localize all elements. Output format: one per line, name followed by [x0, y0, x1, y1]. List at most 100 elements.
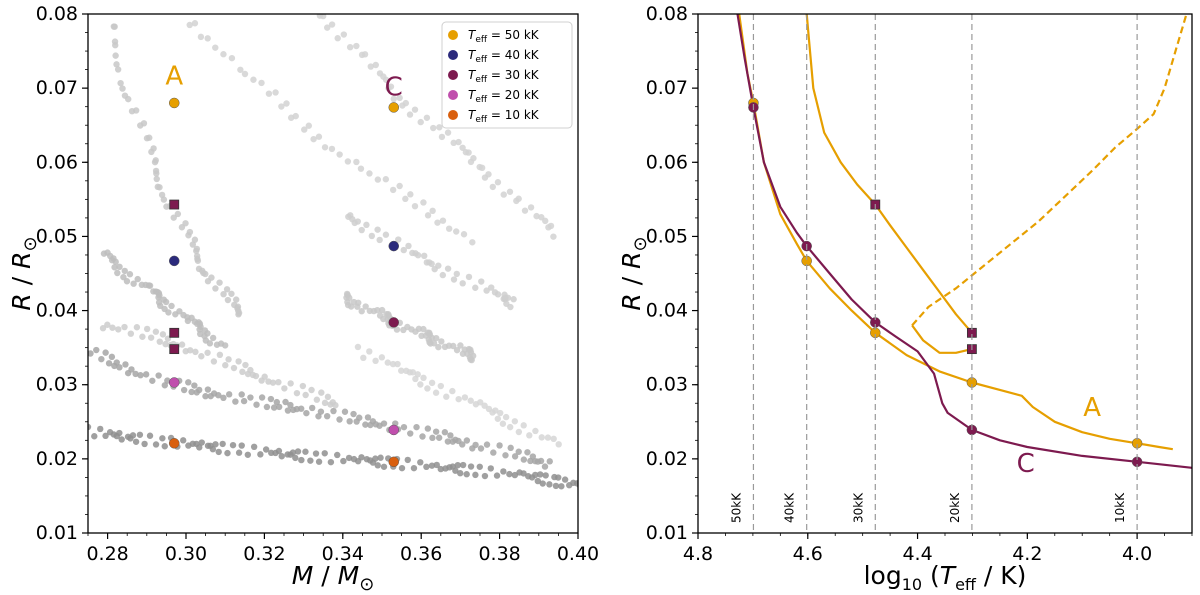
- population-point: [206, 340, 214, 347]
- population-point: [481, 472, 489, 480]
- population-point: [411, 106, 419, 113]
- population-point: [140, 120, 148, 127]
- population-point: [542, 472, 549, 479]
- population-point: [457, 342, 464, 349]
- population-point: [212, 285, 219, 292]
- population-point: [524, 449, 531, 456]
- population-point: [444, 438, 452, 445]
- population-point: [465, 149, 472, 156]
- population-point: [313, 396, 321, 403]
- population-point: [417, 459, 424, 466]
- x-tick-label: 0.32: [243, 543, 285, 565]
- population-point: [541, 463, 549, 470]
- population-point: [356, 414, 363, 421]
- population-point: [382, 76, 390, 83]
- population-point: [149, 377, 156, 384]
- population-point: [380, 420, 388, 427]
- population-point: [463, 437, 471, 444]
- population-point: [363, 221, 370, 229]
- population-point: [455, 138, 462, 146]
- population-point: [93, 346, 100, 354]
- population-point: [374, 462, 381, 469]
- population-point: [152, 157, 159, 164]
- population-point: [428, 462, 436, 469]
- population-point: [230, 364, 238, 372]
- population-point: [499, 420, 507, 427]
- population-point: [336, 151, 343, 158]
- left-plot-area: [88, 14, 578, 490]
- population-point: [457, 470, 464, 477]
- track-A-line: [911, 324, 973, 354]
- population-point: [258, 79, 265, 87]
- population-point: [119, 85, 126, 92]
- population-point: [428, 260, 435, 268]
- population-point: [228, 290, 235, 297]
- highlight-point: [388, 317, 400, 328]
- population-point: [384, 359, 391, 366]
- population-point: [344, 158, 352, 165]
- population-point: [257, 451, 264, 458]
- population-point: [247, 394, 254, 401]
- model-label-A: A: [165, 61, 183, 91]
- population-point: [496, 442, 503, 449]
- population-point: [407, 191, 414, 198]
- population-point: [506, 470, 513, 478]
- population-point: [238, 442, 245, 449]
- population-point: [555, 441, 562, 448]
- population-point: [160, 196, 168, 203]
- population-point: [378, 354, 386, 361]
- population-point: [435, 262, 442, 269]
- population-point: [113, 359, 120, 366]
- population-point: [521, 207, 529, 214]
- right-y-axis-label: R / R⊙: [617, 236, 651, 310]
- population-point: [346, 43, 354, 51]
- population-point: [409, 369, 417, 376]
- population-point: [436, 124, 443, 131]
- left-panel: A C 0.28 0.30 0.32 0.34 0.36 0.38 0.40 0.01 0.02 0.…: [7, 3, 599, 595]
- population-point: [272, 89, 279, 96]
- population-point: [485, 171, 492, 178]
- population-point: [467, 463, 475, 470]
- population-point: [438, 133, 446, 141]
- population-point: [310, 135, 317, 143]
- population-point: [515, 428, 523, 436]
- y-tick-label: 0.08: [646, 3, 688, 25]
- population-point: [327, 458, 335, 466]
- population-point: [302, 391, 309, 399]
- population-point: [220, 51, 227, 58]
- population-point: [394, 360, 401, 368]
- population-point: [477, 399, 484, 406]
- population-point: [532, 427, 539, 435]
- population-point: [354, 343, 362, 351]
- population-point: [287, 401, 294, 409]
- population-point: [444, 265, 452, 272]
- population-point: [539, 480, 546, 487]
- population-point: [287, 380, 294, 387]
- population-point: [204, 330, 211, 337]
- population-point: [459, 441, 466, 448]
- population-point: [204, 349, 211, 356]
- population-point: [362, 421, 369, 428]
- population-point: [544, 434, 552, 441]
- population-point: [221, 342, 229, 349]
- population-point: [558, 483, 565, 490]
- population-point: [224, 449, 231, 457]
- population-point: [374, 176, 382, 183]
- population-point: [275, 378, 282, 386]
- population-point: [275, 447, 283, 455]
- population-point: [209, 446, 217, 453]
- population-point: [366, 170, 373, 177]
- population-point: [452, 467, 459, 474]
- population-point: [292, 454, 299, 462]
- population-point: [453, 346, 461, 354]
- population-point: [405, 242, 412, 250]
- population-point: [115, 326, 122, 333]
- population-point: [406, 111, 414, 118]
- population-point: [308, 386, 315, 394]
- population-point: [430, 340, 438, 347]
- left-y-axis-label: R / R⊙: [7, 236, 41, 310]
- population-point: [395, 236, 402, 243]
- population-point: [204, 35, 211, 42]
- population-point: [411, 202, 419, 210]
- population-point: [382, 231, 390, 238]
